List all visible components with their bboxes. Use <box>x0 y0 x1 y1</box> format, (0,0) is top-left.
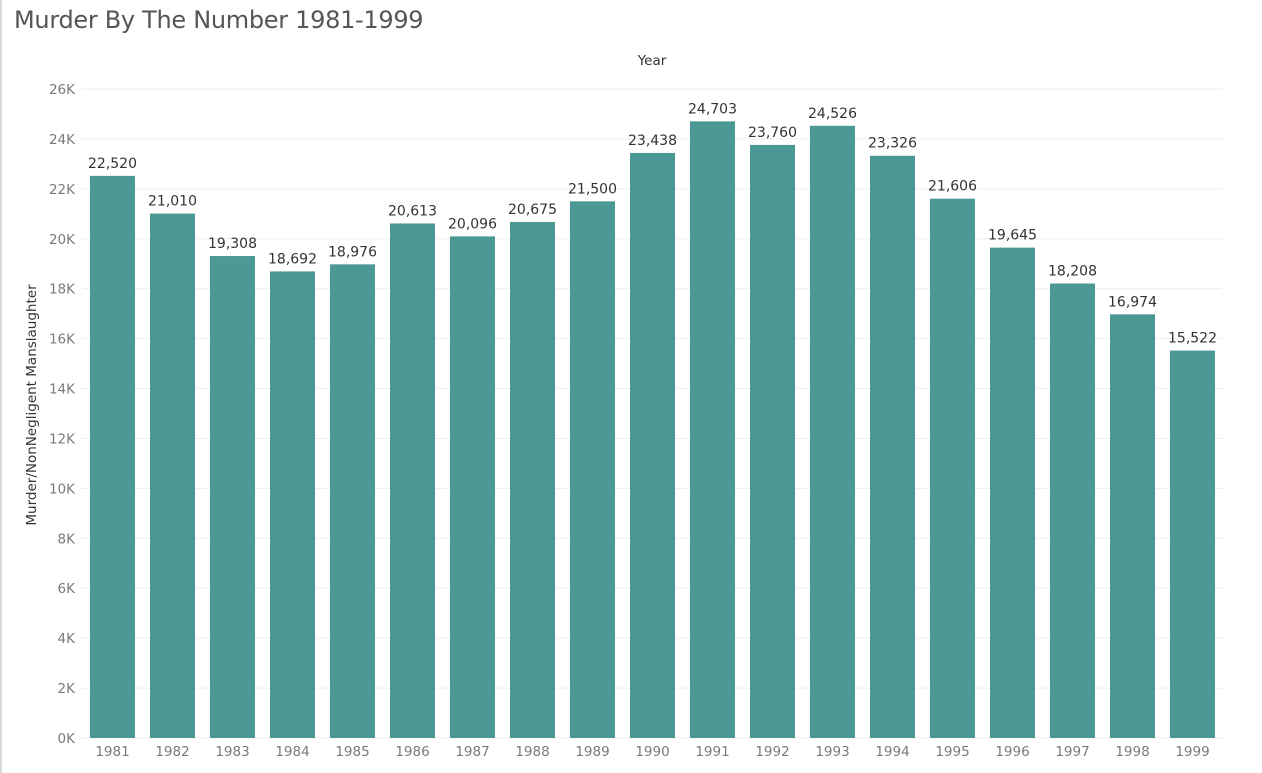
left-border <box>0 0 2 773</box>
bar-value-label: 23,326 <box>868 136 917 152</box>
bar <box>570 201 615 739</box>
x-tick-label: 1992 <box>755 744 789 760</box>
bar <box>990 247 1035 739</box>
x-tick-label: 1989 <box>575 744 609 760</box>
bar-value-label: 20,096 <box>448 216 497 232</box>
bar <box>690 121 735 738</box>
bar-value-label: 18,692 <box>268 251 317 267</box>
bar <box>510 221 555 739</box>
bar <box>450 236 495 738</box>
y-tick-label: 18K <box>49 282 76 298</box>
x-tick-label: 1986 <box>395 744 429 760</box>
bar <box>810 125 855 738</box>
chart-title: Murder By The Number 1981-1999 <box>14 6 424 34</box>
bar-value-label: 23,438 <box>628 133 677 149</box>
bar <box>930 198 975 738</box>
x-tick-label: 1995 <box>935 744 969 760</box>
bar <box>90 175 135 738</box>
x-tick-label: 1985 <box>335 744 369 760</box>
y-tick-label: 10K <box>49 481 76 497</box>
y-tick-label: 0K <box>58 731 77 747</box>
y-tick-label: 12K <box>49 431 76 447</box>
bar-value-label: 19,308 <box>208 236 257 252</box>
x-tick-label: 1991 <box>695 744 729 760</box>
bar <box>630 152 675 738</box>
x-axis-title: Year <box>637 53 667 69</box>
bar-value-label: 20,675 <box>508 202 557 218</box>
bar <box>870 155 915 739</box>
x-tick-label: 1981 <box>95 744 129 760</box>
bar-value-label: 24,703 <box>688 101 737 117</box>
y-tick-label: 6K <box>58 581 77 597</box>
bar-value-label: 18,976 <box>328 244 377 260</box>
x-tick-label: 1983 <box>215 744 249 760</box>
x-axis-ticks: 1981 1982 1983 1984 1985 1986 1987 1988 1989 1990… <box>95 744 1209 760</box>
bar <box>1170 350 1215 738</box>
bar <box>150 213 195 738</box>
bar <box>270 271 315 738</box>
y-tick-label: 24K <box>49 132 76 148</box>
y-tick-label: 16K <box>49 332 76 348</box>
y-axis-title: Murder/NonNegligent Manslaughter <box>24 284 40 526</box>
y-tick-label: 26K <box>49 82 76 98</box>
x-tick-label: 1988 <box>515 744 549 760</box>
y-tick-label: 2K <box>58 681 77 697</box>
x-tick-label: 1982 <box>155 744 189 760</box>
bar <box>390 223 435 739</box>
y-tick-label: 8K <box>58 531 77 547</box>
bar-value-label: 16,974 <box>1108 294 1157 310</box>
x-tick-label: 1987 <box>455 744 489 760</box>
x-tick-label: 1994 <box>875 744 909 760</box>
y-tick-label: 14K <box>49 382 76 398</box>
x-tick-label: 1984 <box>275 744 309 760</box>
bar <box>210 256 255 738</box>
bars <box>90 121 1215 739</box>
bar-value-label: 20,613 <box>388 203 437 219</box>
y-tick-label: 20K <box>49 232 76 248</box>
bar-value-label: 18,208 <box>1048 264 1097 280</box>
bar <box>750 144 795 739</box>
bar-value-label: 24,526 <box>808 106 857 122</box>
bar <box>1050 283 1095 738</box>
bar <box>330 264 375 738</box>
x-tick-label: 1990 <box>635 744 669 760</box>
bar-value-label: 22,520 <box>88 156 137 172</box>
y-tick-label: 22K <box>49 182 76 198</box>
bar-value-label: 15,522 <box>1168 331 1217 347</box>
bar-value-labels: 22,520 21,010 19,308 18,692 18,976 20,613 20,0… <box>88 101 1217 346</box>
y-tick-label: 4K <box>58 631 77 647</box>
bar-value-label: 21,500 <box>568 181 617 197</box>
bar-value-label: 19,645 <box>988 228 1037 244</box>
bar-value-label: 21,010 <box>148 194 197 210</box>
x-tick-label: 1999 <box>1175 744 1209 760</box>
x-tick-label: 1998 <box>1115 744 1149 760</box>
y-axis-ticks: 0K 2K 4K 6K 8K 10K 12K 14K 16K 18K 20K 22K 24K 26K <box>49 82 76 747</box>
bar-value-label: 21,606 <box>928 179 977 195</box>
x-tick-label: 1996 <box>995 744 1029 760</box>
x-tick-label: 1993 <box>815 744 849 760</box>
x-tick-label: 1997 <box>1055 744 1089 760</box>
bar <box>1110 314 1155 738</box>
bar-value-label: 23,760 <box>748 125 797 141</box>
